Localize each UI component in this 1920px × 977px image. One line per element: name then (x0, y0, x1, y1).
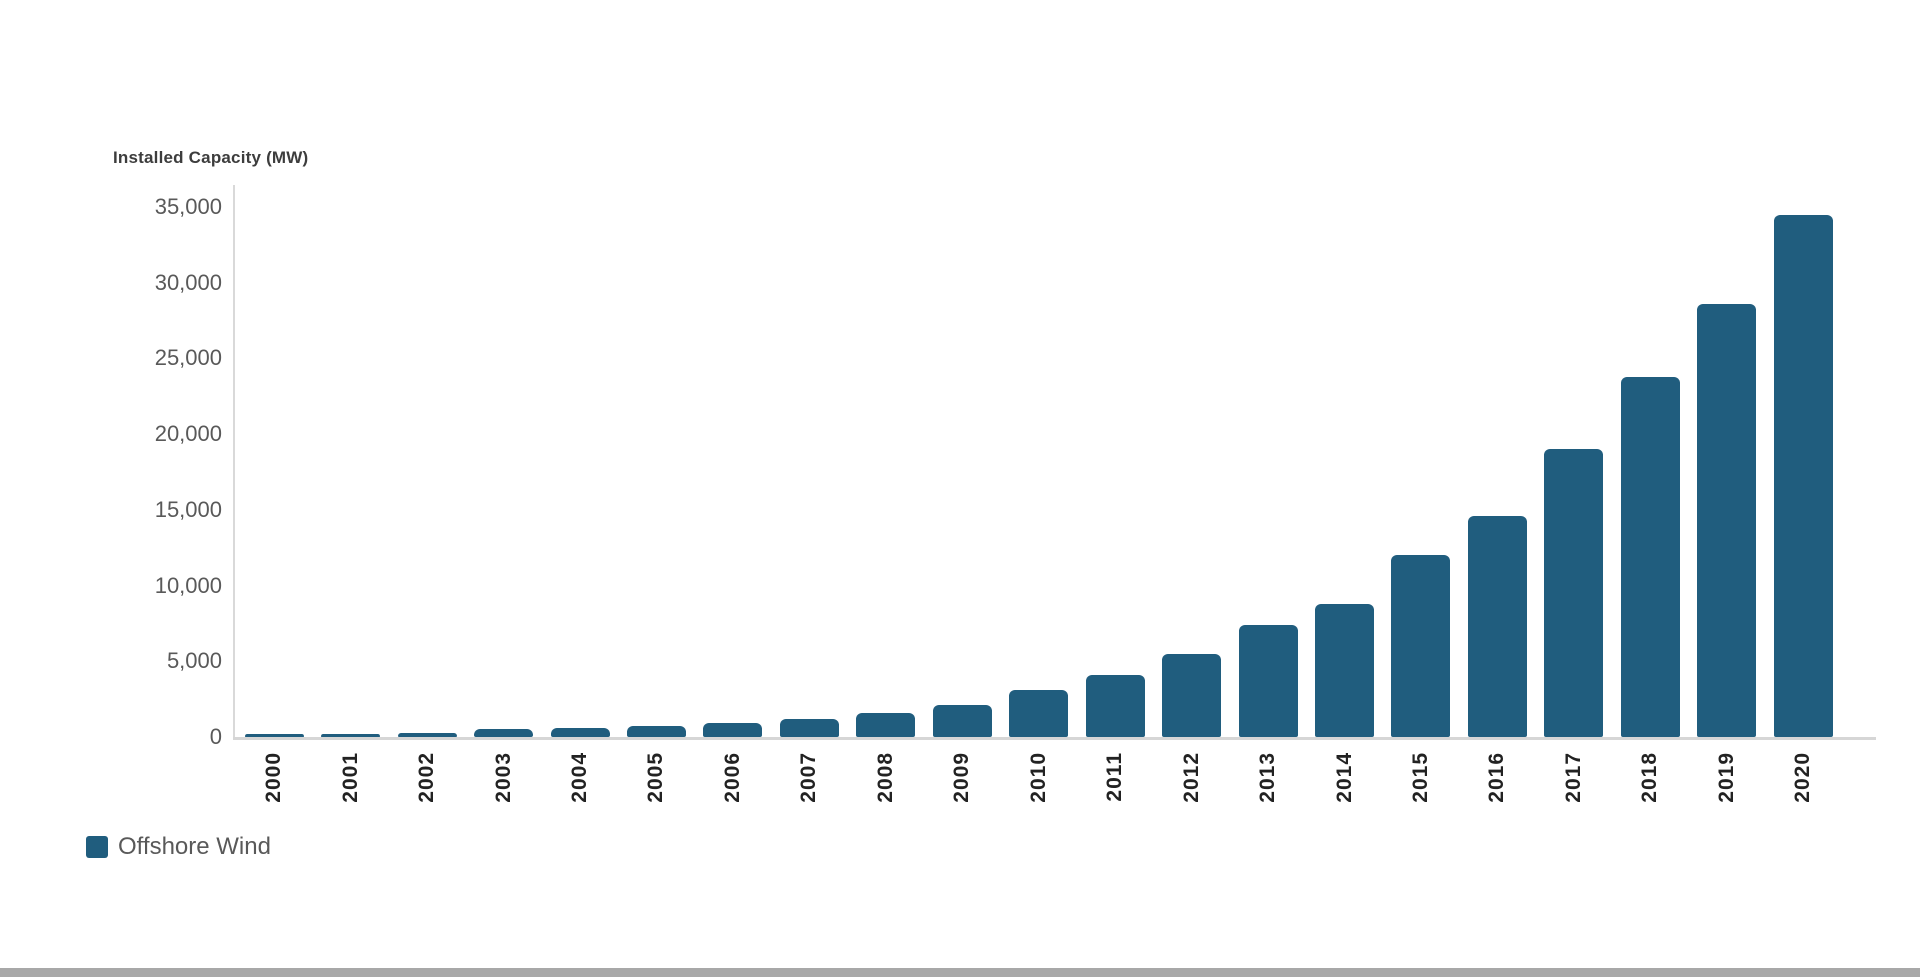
x-tick-label-2000: 2000 (262, 752, 286, 803)
x-tick-label-wrap-2020: 2020 (1786, 752, 1820, 803)
x-tick-label-2020: 2020 (1791, 752, 1815, 803)
x-tick-label-wrap-2004: 2004 (563, 752, 597, 803)
x-tick-label-wrap-2012: 2012 (1175, 752, 1209, 803)
x-tick-label-2010: 2010 (1026, 752, 1050, 803)
bar-2015 (1391, 555, 1451, 737)
bar-2013 (1238, 624, 1298, 737)
x-tick-label-wrap-2016: 2016 (1480, 752, 1514, 803)
x-tick-label-wrap-2009: 2009 (945, 752, 979, 803)
bar-2019 (1697, 303, 1757, 737)
x-tick-label-2011: 2011 (1103, 752, 1127, 802)
x-tick-label-wrap-2018: 2018 (1633, 752, 1667, 803)
y-tick-label-0: 0 (209, 724, 222, 749)
x-tick-label-wrap-2019: 2019 (1710, 752, 1744, 803)
x-tick-label-wrap-2013: 2013 (1251, 752, 1285, 803)
x-tick-label-2016: 2016 (1485, 752, 1509, 803)
x-tick-label-2008: 2008 (873, 752, 897, 803)
legend-swatch-offshore-wind (86, 836, 108, 858)
bar-2011 (1085, 674, 1145, 737)
y-tick-label-5000: 5,000 (166, 648, 222, 674)
bar-2003 (474, 729, 534, 737)
x-tick-label-wrap-2011: 2011 (1098, 752, 1132, 802)
x-tick-label-2002: 2002 (415, 752, 439, 803)
x-tick-label-2001: 2001 (338, 752, 362, 803)
x-tick-label-2007: 2007 (797, 752, 821, 803)
window-bottom-strip (0, 968, 1920, 977)
bar-2016 (1467, 515, 1527, 737)
x-tick-label-2004: 2004 (568, 752, 592, 803)
bar-2004 (550, 727, 610, 737)
bar-2005 (626, 726, 686, 737)
y-tick-label-10000: 10,000 (154, 572, 222, 598)
bar-2018 (1620, 376, 1680, 737)
x-tick-label-wrap-2002: 2002 (410, 752, 444, 803)
x-tick-label-2006: 2006 (720, 752, 744, 803)
x-tick-label-2018: 2018 (1638, 752, 1662, 803)
y-tick-label-20000: 20,000 (154, 421, 222, 447)
bar-2020 (1773, 214, 1833, 737)
x-tick-label-2014: 2014 (1332, 752, 1356, 803)
bar-2001 (321, 734, 381, 737)
bar-2012 (1162, 653, 1222, 737)
x-tick-label-2012: 2012 (1179, 752, 1203, 803)
legend-label-offshore-wind: Offshore Wind (118, 833, 271, 860)
bar-2002 (397, 733, 457, 737)
x-tick-label-wrap-2003: 2003 (487, 752, 521, 803)
y-axis-line (233, 185, 235, 738)
x-tick-label-2005: 2005 (644, 752, 668, 803)
x-tick-label-wrap-2017: 2017 (1557, 752, 1591, 803)
x-tick-label-wrap-2008: 2008 (869, 752, 903, 803)
x-tick-label-wrap-2000: 2000 (257, 752, 291, 803)
bar-2010 (1009, 690, 1069, 737)
bar-2014 (1315, 603, 1375, 737)
y-tick-label-35000: 35,000 (154, 194, 222, 219)
bar-2006 (703, 722, 763, 737)
x-tick-label-2017: 2017 (1561, 752, 1585, 803)
bar-2007 (779, 718, 839, 737)
x-tick-label-2015: 2015 (1408, 752, 1432, 803)
x-tick-label-2003: 2003 (491, 752, 515, 803)
x-tick-label-2019: 2019 (1714, 752, 1738, 803)
x-tick-label-wrap-2015: 2015 (1404, 752, 1438, 803)
x-tick-label-wrap-2010: 2010 (1022, 752, 1056, 803)
x-tick-label-wrap-2014: 2014 (1328, 752, 1362, 803)
y-axis-title: Installed Capacity (MW) (113, 148, 309, 167)
bar-2008 (856, 712, 916, 737)
y-tick-label-15000: 15,000 (154, 496, 222, 522)
bar-2009 (932, 705, 992, 737)
bar-2017 (1544, 449, 1604, 737)
x-tick-label-2013: 2013 (1256, 752, 1280, 803)
y-tick-label-30000: 30,000 (154, 269, 222, 295)
x-tick-label-2009: 2009 (950, 752, 974, 803)
x-axis-line (233, 737, 1876, 740)
legend: Offshore Wind (86, 833, 271, 861)
x-tick-label-wrap-2001: 2001 (334, 752, 368, 803)
bar-2000 (244, 734, 304, 737)
x-tick-label-wrap-2007: 2007 (792, 752, 826, 803)
x-tick-label-wrap-2005: 2005 (639, 752, 673, 803)
y-tick-label-25000: 25,000 (154, 345, 222, 371)
x-tick-label-wrap-2006: 2006 (716, 752, 750, 803)
